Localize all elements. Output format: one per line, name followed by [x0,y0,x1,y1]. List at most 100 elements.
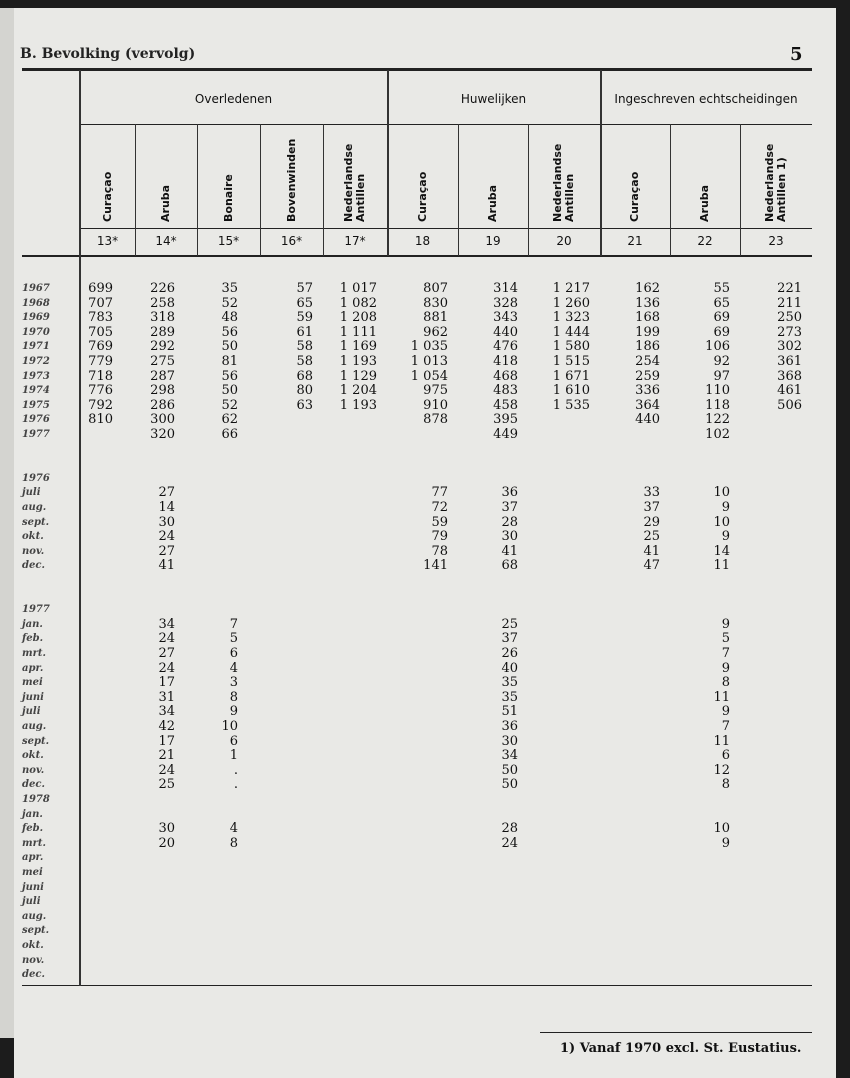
table-cell: 25 [643,529,660,545]
table-cell: 28 [501,821,518,837]
table-cell: 162 [635,281,660,296]
table-cell: 17 [158,733,175,749]
row-label: aug. [22,502,47,513]
table-cell: 1 193 [339,354,377,369]
row-label: 1977 [22,429,50,440]
row-label: mrt. [22,648,46,659]
column-number: 23 [768,234,784,248]
table-cell: 776 [88,383,113,399]
table-cell: 1 [229,748,238,764]
table-cell: 41 [643,543,660,559]
table-cell: 395 [493,412,518,428]
table-cell: 106 [705,339,730,355]
table-cell: 50 [221,383,238,399]
table-cell: 21 [158,748,175,764]
column-label: Aruba [698,184,711,222]
column-label: Nederlandse Antillen 1) [763,143,788,222]
table-cell: 1 082 [339,295,377,311]
table-cell: 42 [158,719,175,734]
table-cell: 25 [501,616,518,632]
table-cell: 211 [777,295,802,311]
table-cell: 468 [493,368,518,384]
table-cell: 50 [501,762,518,778]
column-number: 18 [414,234,431,248]
table-cell: 878 [423,412,448,428]
table-cell: 11 [713,689,730,705]
header-bottom-rule [22,255,812,257]
table-cell: 259 [635,368,660,384]
row-label: jan. [22,618,43,630]
table-cell: 110 [705,383,730,399]
table-cell: 10 [713,485,730,501]
row-label: 1977 [22,604,50,616]
row-label: nov. [22,954,45,966]
table-cell: 9 [721,704,730,720]
table-cell: 364 [635,397,660,413]
table-cell: 68 [501,558,518,574]
table-cell: 1 444 [552,324,590,340]
table-cell: 24 [158,660,175,676]
row-label: nov. [22,545,45,557]
table-cell: 10 [713,514,730,530]
row-label: feb. [22,633,44,645]
table-cell: 328 [493,295,518,311]
table-cell: 58 [296,339,313,355]
table-cell: 30 [501,529,518,545]
table-cell: 1 217 [552,281,590,296]
table-cell: 9 [721,660,730,676]
table-cell: 9 [721,500,730,515]
table-cell: 118 [705,397,730,413]
table-cell: 72 [431,500,448,515]
table-cell: 26 [501,646,518,661]
column-number: 14* [155,234,177,248]
table-cell: 792 [88,397,113,413]
top-rule [22,68,812,71]
table-cell: 52 [221,295,238,311]
column-divider [458,124,459,256]
table-cell: 81 [221,354,238,369]
table-cell: 35 [501,675,518,691]
table-cell: 11 [713,558,730,574]
table-cell: 35 [221,281,238,296]
table-cell: 461 [777,383,802,399]
row-label: dec. [22,969,45,981]
table-cell: 168 [635,310,660,326]
row-label: 1978 [22,794,50,805]
row-label: feb. [22,823,44,835]
table-cell: 1 129 [339,368,377,384]
row-label: 1968 [22,297,50,309]
column-number: 16* [280,234,303,248]
table-cell: 440 [493,324,518,340]
table-cell: 9 [721,835,730,851]
column-number: 19 [485,234,501,248]
column-number: 13* [96,234,119,248]
row-label: 1974 [22,385,50,397]
row-label: 1967 [22,283,50,294]
table-cell: 779 [88,354,113,369]
column-divider [260,124,261,256]
table-cell: 41 [158,558,175,574]
table-cell: 66 [221,427,238,442]
row-label: okt. [22,940,44,951]
table-cell: 34 [501,748,518,764]
column-label: Aruba [486,184,499,222]
table-cell: 1 515 [552,354,590,369]
column-divider [135,124,136,256]
column-label: Bovenwinden [284,138,298,222]
table-cell: 63 [296,397,313,413]
table-cell: 1 208 [339,310,377,326]
table-cell: 1 054 [410,368,448,384]
table-cell: 483 [493,383,518,399]
table-cell: 8 [229,689,238,705]
table-cell: 12 [713,762,730,778]
footnote: 1) Vanaf 1970 excl. St. Eustatius. [560,1041,802,1056]
row-label: 1972 [22,356,50,367]
row-label: 1969 [22,312,50,324]
running-title: B. Bevolking (vervolg) [20,46,196,62]
table-cell: 506 [777,397,802,413]
row-label: sept. [22,735,50,747]
table-cell: 28 [501,514,518,530]
table-cell: 14 [713,543,730,559]
column-number: 15* [217,234,240,248]
table-cell: 59 [431,514,448,530]
